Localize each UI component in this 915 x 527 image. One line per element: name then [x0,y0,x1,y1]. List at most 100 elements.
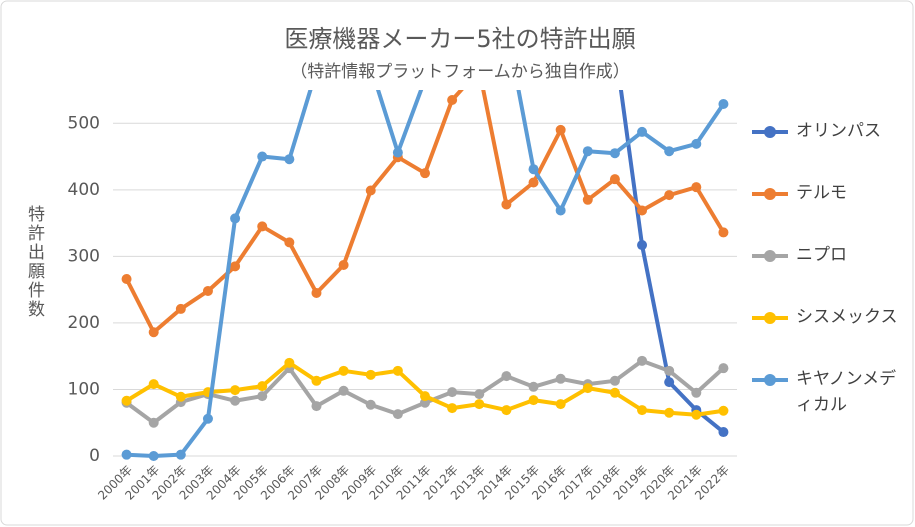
data-point [637,240,648,251]
data-point [555,373,566,384]
legend-swatch [752,311,788,325]
data-point [311,401,322,412]
data-point [365,369,376,380]
y-tick-label: 100 [68,379,100,399]
data-point [609,375,620,386]
data-point [447,387,458,398]
data-point [365,399,376,410]
data-point [338,260,349,271]
legend: オリンパス テルモニプロシスメックスキヤノンメディカル [752,121,912,432]
data-point [284,357,295,368]
data-point [718,227,729,238]
y-tick-label: 400 [68,180,100,200]
data-point [338,365,349,376]
data-point [148,417,159,428]
data-point [474,389,485,400]
data-point [392,409,403,420]
data-point [664,377,675,388]
data-point [691,138,702,149]
data-point [528,395,539,406]
data-point [609,387,620,398]
data-point [311,375,322,386]
data-point [148,327,159,338]
data-point [555,205,566,216]
series-line [126,90,726,458]
legend-swatch [752,249,788,263]
data-point [501,405,512,416]
data-point [474,399,485,410]
data-point [637,205,648,216]
legend-item: オリンパス [752,121,912,184]
data-point [420,168,430,179]
data-point [392,147,403,158]
data-point [691,409,702,420]
data-point [420,391,430,402]
data-point [582,146,593,157]
data-point [582,383,593,394]
data-point [392,365,403,376]
data-point [718,363,729,374]
y-tick-label: 200 [68,313,100,333]
data-point [528,177,539,188]
data-point [175,303,186,314]
data-point [718,427,729,438]
chart-title: 医療機器メーカー5社の特許出願 [284,25,635,53]
data-point [175,449,186,460]
data-point [718,98,729,109]
data-point [447,403,458,414]
data-point [637,355,648,366]
data-point [175,391,186,402]
data-point [148,379,159,390]
data-point [257,221,268,232]
data-point [609,174,620,185]
data-point [664,365,675,376]
legend-label: シスメックス [796,307,898,327]
data-point [230,385,241,396]
legend-item: キヤノンメディカル [752,369,912,432]
data-point [121,273,132,284]
legend-label: キヤノンメディカル [796,369,897,415]
data-point [230,213,241,224]
data-point [555,399,566,410]
legend-item: ニプロ [752,245,912,308]
data-point [202,413,213,424]
legend-label: ニプロ [796,245,847,265]
data-point [284,237,295,248]
data-point [637,405,648,416]
data-point [664,407,675,418]
data-point [257,391,268,402]
legend-item: シスメックス [752,307,912,370]
legend-swatch [752,373,788,387]
data-point [365,185,376,196]
data-point [691,182,702,193]
data-point [257,151,268,162]
data-point [501,199,512,210]
chart-subtitle: （特許情報プラットフォームから独自作成） [290,62,630,82]
data-point [501,371,512,382]
data-point [664,190,675,201]
data-point [582,194,593,205]
y-tick-label: 0 [89,446,100,466]
data-point [447,94,458,105]
legend-swatch [752,125,788,139]
data-point [148,451,159,461]
y-axis-label: 特許出願件数 [24,205,44,319]
legend-label: テルモ [796,183,847,203]
data-point [664,146,675,157]
data-point [121,449,132,460]
data-point [609,148,620,159]
data-point [284,154,295,165]
data-point [202,285,213,296]
data-point [230,395,241,406]
legend-item: テルモ [752,183,912,246]
y-tick-label: 500 [68,113,100,133]
data-point [718,405,729,416]
data-point [691,387,702,398]
data-point [555,124,566,135]
y-tick-label: 300 [68,246,100,266]
data-point [528,164,539,175]
data-point [311,287,322,298]
